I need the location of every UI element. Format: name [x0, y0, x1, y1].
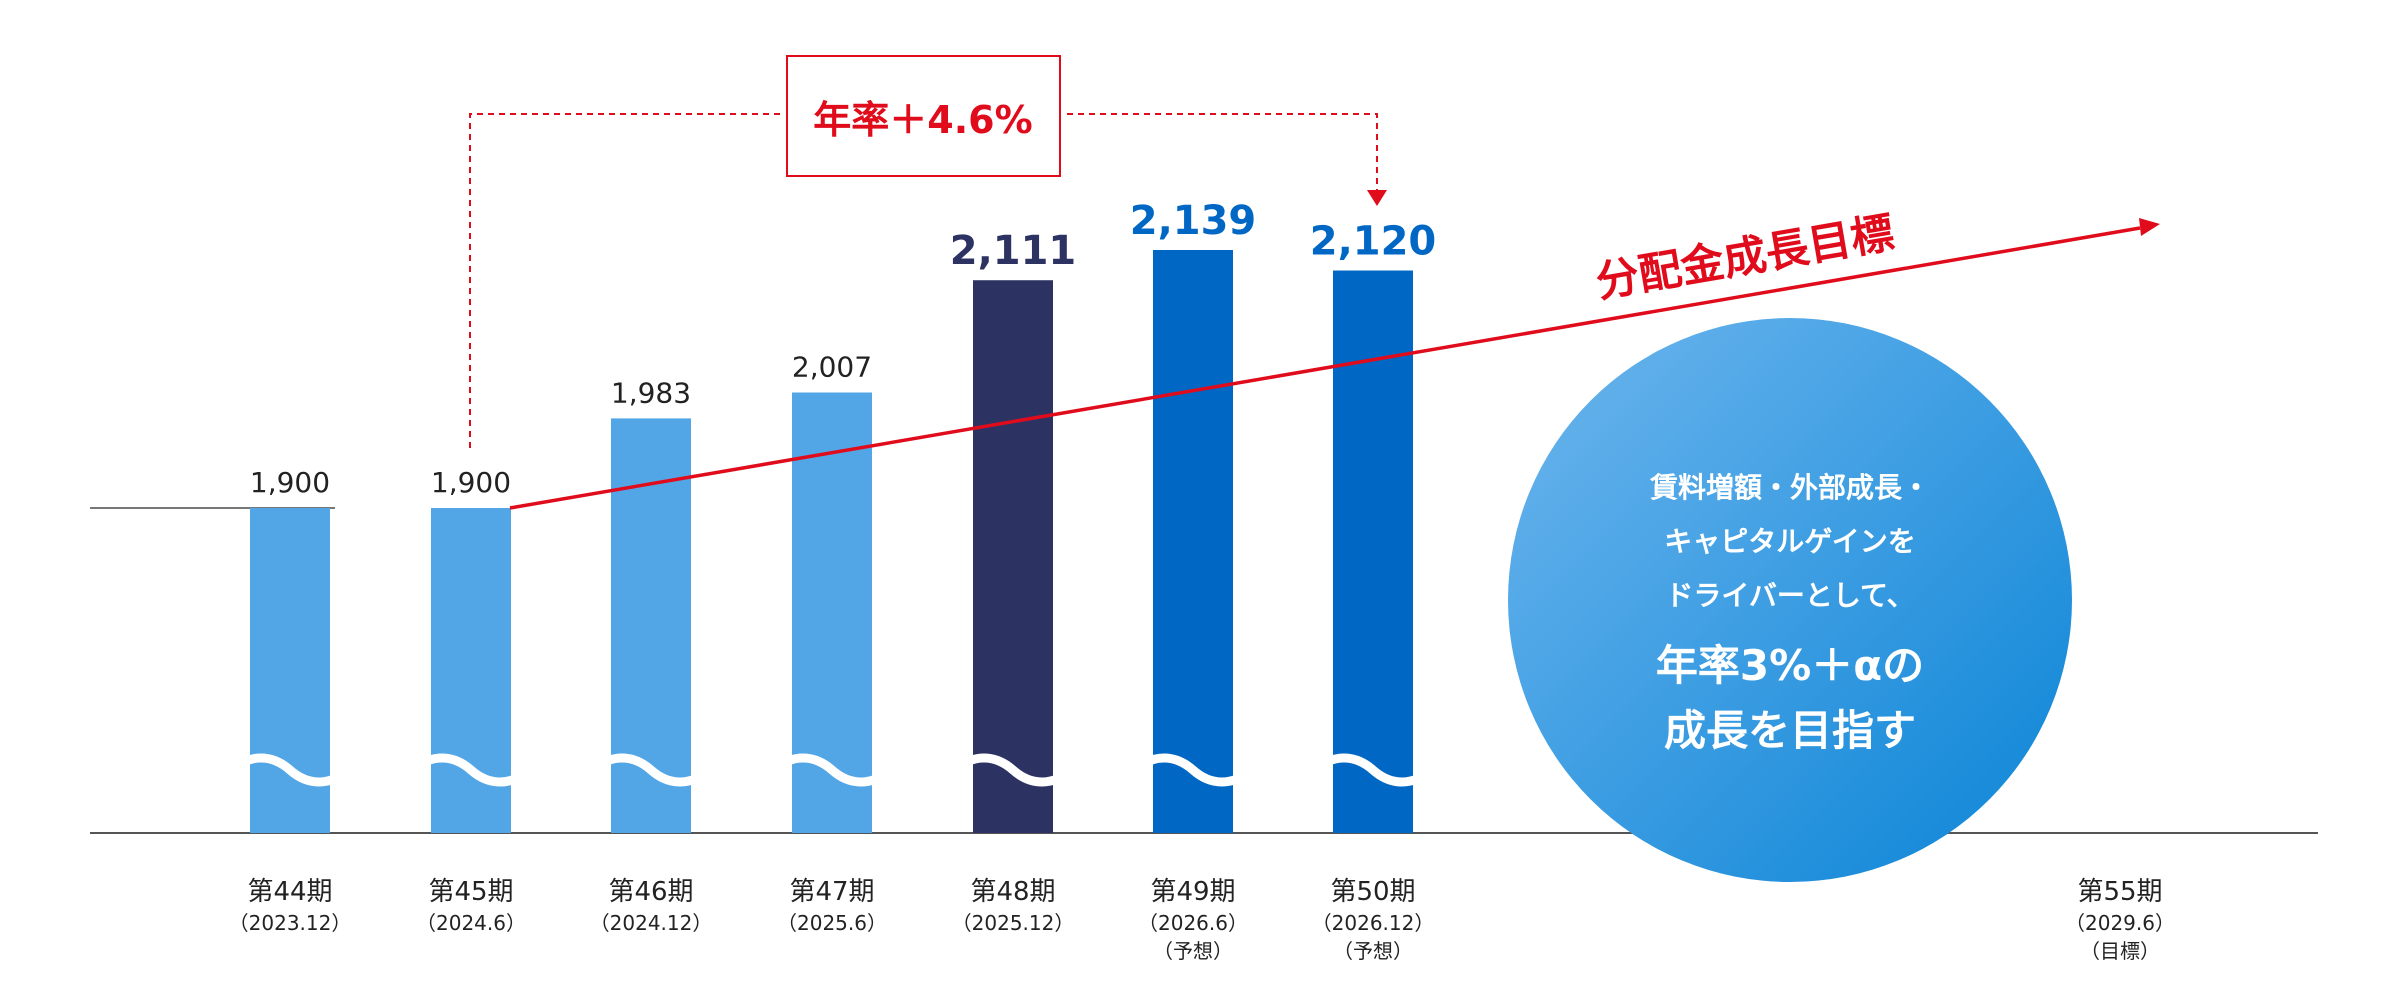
category-sublabel-第47期-0: （2025.6）	[777, 911, 887, 935]
growth-arrowhead	[1367, 190, 1387, 206]
category-sublabel-第55期-1: （目標）	[2080, 939, 2160, 963]
value-label-第49期: 2,139	[1130, 198, 1257, 244]
bar-第48期	[973, 280, 1053, 833]
bar-第49期	[1153, 250, 1233, 833]
category-sublabel-第55期-0: （2029.6）	[2065, 911, 2175, 935]
axis-break-wave	[950, 753, 1076, 787]
axis-break-wave	[769, 753, 895, 787]
growth-target-callout: 賃料増額・外部成長・ キャピタルゲインを ドライバーとして、 年率3%＋αの 成…	[1508, 318, 2072, 882]
category-label-第46期: 第46期	[608, 877, 693, 907]
category-label-第49期: 第49期	[1150, 877, 1235, 907]
category-sublabel-第49期-0: （2026.6）	[1138, 911, 1248, 935]
category-sublabel-第50期-1: （予想）	[1333, 939, 1413, 963]
value-label-第50期: 2,120	[1310, 219, 1437, 265]
category-label-第45期: 第45期	[428, 877, 513, 907]
category-sublabel-第44期-0: （2023.12）	[229, 911, 352, 935]
callout-highlight-1: 年率3%＋αの	[1656, 641, 1924, 690]
category-label-第50期: 第50期	[1330, 877, 1415, 907]
axis-break-wave	[588, 753, 714, 787]
value-label-第47期: 2,007	[792, 350, 872, 383]
axis-break-wave	[1310, 753, 1436, 787]
value-label-第44期: 1,900	[250, 466, 330, 499]
category-sublabel-第45期-0: （2024.6）	[416, 911, 526, 935]
callout-highlight-2: 成長を目指す	[1664, 706, 1916, 755]
target-arrow-label: 分配金成長目標	[1592, 208, 1897, 308]
category-label-第47期: 第47期	[789, 877, 874, 907]
callout-line-1: 賃料増額・外部成長・	[1649, 471, 1930, 504]
callout-circle	[1508, 318, 2072, 882]
category-sublabel-第48期-0: （2025.12）	[952, 911, 1075, 935]
target-arrow-line	[509, 226, 2141, 510]
category-label-第48期: 第48期	[970, 877, 1055, 907]
axis-break-wave	[1130, 753, 1256, 787]
growth-rate-label: 年率＋4.6%	[813, 98, 1032, 142]
category-label-第55期: 第55期	[2077, 877, 2162, 907]
target-arrow-head	[2139, 218, 2160, 236]
growth-bracket-right	[1067, 113, 1378, 190]
category-label-第44期: 第44期	[247, 877, 332, 907]
axis-break-wave	[408, 753, 534, 787]
growth-rate-box	[786, 55, 1061, 177]
axis-break-wave	[227, 753, 353, 787]
growth-rate-annotation: 年率＋4.6%	[469, 55, 1387, 448]
value-label-第48期: 2,111	[950, 228, 1077, 274]
callout-line-2: キャピタルゲインを	[1664, 525, 1915, 558]
value-label-第45期: 1,900	[431, 466, 511, 499]
category-sublabel-第50期-0: （2026.12）	[1312, 911, 1435, 935]
category-sublabel-第49期-1: （予想）	[1153, 939, 1233, 963]
value-label-第46期: 1,983	[611, 376, 691, 409]
category-sublabel-第46期-0: （2024.12）	[590, 911, 713, 935]
growth-bracket-left	[469, 113, 785, 448]
callout-line-3: ドライバーとして、	[1665, 579, 1914, 612]
